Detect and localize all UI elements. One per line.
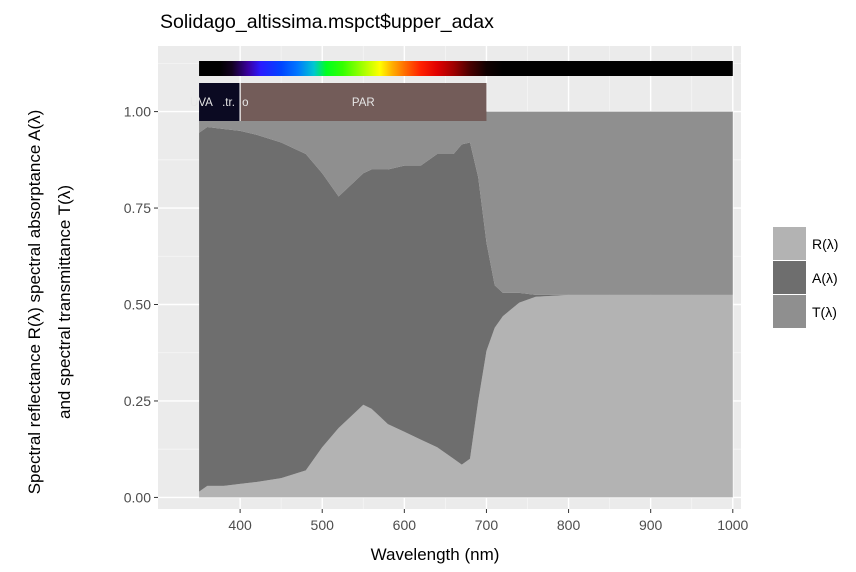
legend-key-2 — [773, 295, 806, 328]
area-reflectance — [199, 294, 733, 498]
area-absorptance — [199, 127, 733, 492]
y-tick-label: 1.00 — [124, 104, 151, 120]
x-tick-label: 1000 — [717, 517, 748, 533]
legend-key-0 — [773, 227, 806, 260]
y-tick-label: 0.50 — [124, 297, 151, 313]
x-tick-label: 600 — [393, 517, 417, 533]
x-tick-label: 700 — [475, 517, 499, 533]
y-tick-label: 0.00 — [124, 489, 151, 505]
waveband-label: o — [242, 97, 248, 109]
legend-key-1 — [773, 261, 806, 294]
legend: R(λ) A(λ) T(λ) — [773, 227, 838, 328]
waveband-label: .tr. — [222, 97, 235, 109]
y-tick-label: 0.75 — [124, 200, 151, 216]
area-transmittance — [199, 111, 733, 295]
plot-panel: UVA .tr. o PAR — [158, 46, 741, 509]
y-axis-ticks: 0.00 0.25 0.50 0.75 1.00 — [124, 104, 158, 505]
wavelength-color-bar — [199, 61, 733, 76]
waveband-box-uva — [199, 83, 241, 121]
y-axis-label-line2: and spectral transmittance T(λ) — [55, 185, 74, 419]
legend-label: T(λ) — [812, 304, 837, 320]
legend-label: A(λ) — [812, 270, 838, 286]
chart-title: Solidago_altissima.mspct$upper_adax — [160, 11, 494, 33]
y-tick-label: 0.25 — [124, 393, 151, 409]
waveband-box-par — [240, 83, 487, 121]
x-tick-label: 500 — [311, 517, 335, 533]
x-axis-label: Wavelength (nm) — [371, 545, 500, 564]
x-tick-label: 900 — [639, 517, 663, 533]
x-tick-label: 800 — [557, 517, 581, 533]
waveband-label: UVA — [190, 97, 213, 109]
legend-label: R(λ) — [812, 236, 838, 252]
x-tick-label: 400 — [228, 517, 252, 533]
x-axis-ticks: 400 500 600 700 800 900 1000 — [228, 509, 749, 533]
y-axis-label-line1: Spectral reflectance R(λ) spectral absor… — [25, 110, 44, 495]
waveband-label: PAR — [352, 97, 375, 109]
